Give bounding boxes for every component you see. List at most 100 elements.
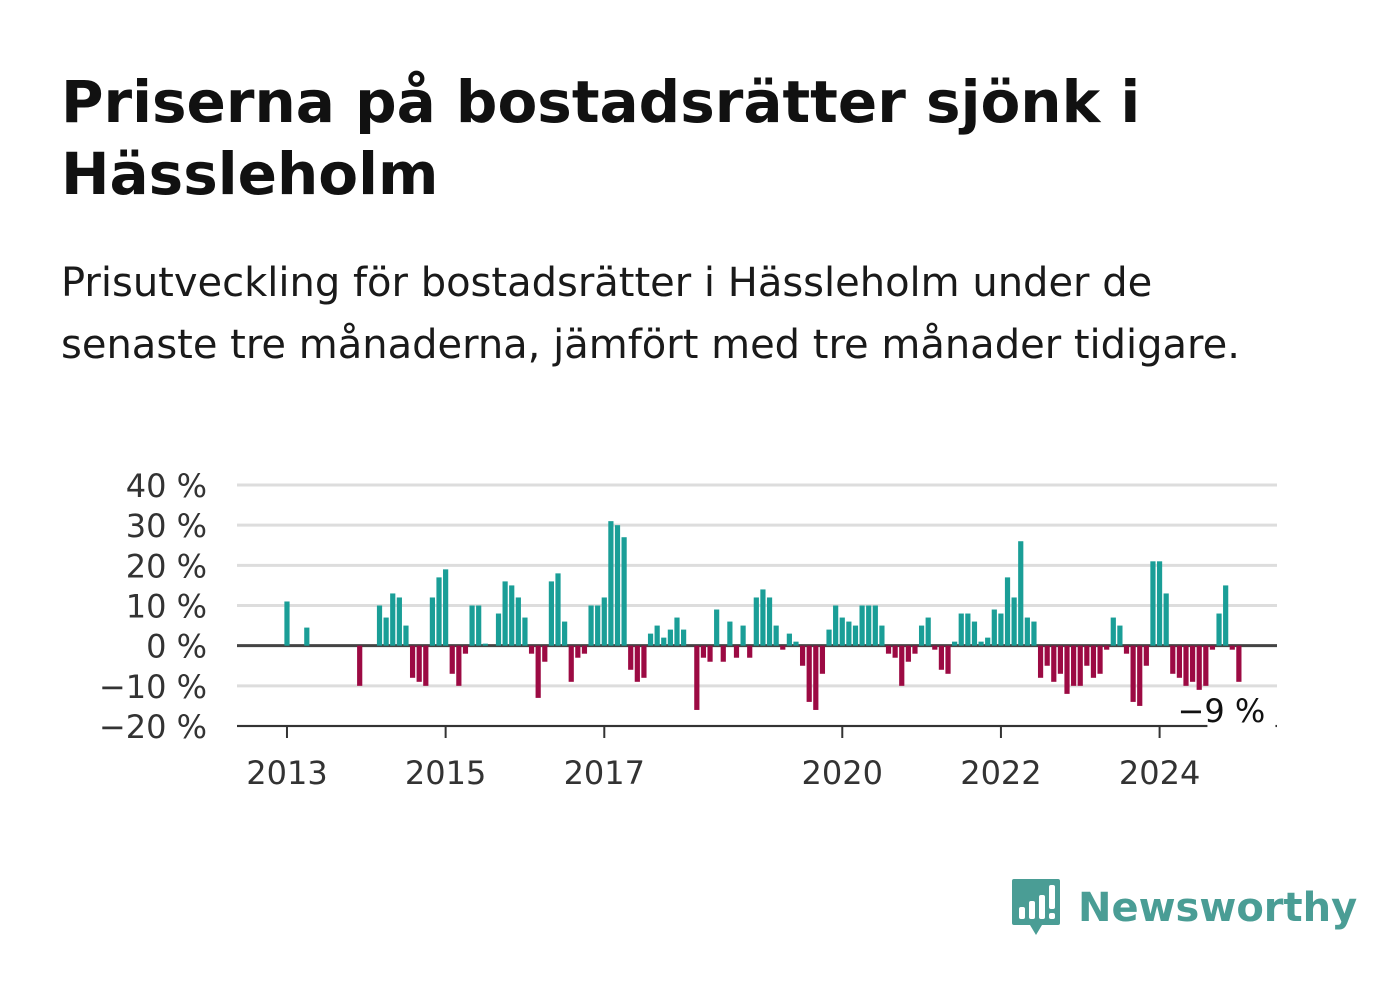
y-axis-ticks: 40 %30 %20 %10 %0 %−10 %−20 % bbox=[99, 467, 207, 746]
bar bbox=[429, 597, 436, 646]
bar bbox=[1004, 577, 1011, 646]
bar bbox=[1018, 541, 1024, 646]
bar bbox=[839, 617, 845, 646]
bar bbox=[555, 573, 561, 646]
bar bbox=[747, 645, 753, 658]
bar bbox=[1170, 645, 1176, 674]
bar bbox=[509, 585, 515, 646]
bar bbox=[443, 569, 449, 646]
bar bbox=[548, 581, 554, 646]
bar-chart: 40 %30 %20 %10 %0 %−10 %−20 % 2013 2015 20… bbox=[99, 467, 1277, 792]
bar bbox=[952, 641, 958, 646]
bar bbox=[528, 645, 535, 654]
bar bbox=[958, 613, 964, 646]
bar bbox=[833, 605, 839, 646]
bar bbox=[852, 625, 859, 646]
bar bbox=[780, 645, 786, 650]
bar bbox=[601, 597, 607, 646]
x-tick-label: 2022 bbox=[960, 754, 1041, 792]
bar bbox=[872, 605, 878, 646]
bar bbox=[357, 645, 363, 686]
x-axis: 2013 2015 2017 2020 2022 2024 bbox=[237, 725, 1277, 792]
bar bbox=[469, 605, 475, 646]
bar bbox=[409, 645, 416, 678]
bar bbox=[1057, 645, 1063, 674]
bar bbox=[634, 645, 640, 682]
bar bbox=[628, 645, 634, 670]
bar bbox=[436, 577, 442, 646]
bar bbox=[1110, 617, 1116, 646]
bar bbox=[793, 641, 799, 646]
newsworthy-logo-icon bbox=[1012, 879, 1060, 935]
bar bbox=[1229, 645, 1235, 650]
bar bbox=[423, 645, 429, 686]
bar bbox=[985, 637, 991, 646]
bar bbox=[1203, 645, 1209, 686]
bar bbox=[912, 645, 918, 654]
bar bbox=[846, 621, 852, 646]
bar bbox=[885, 645, 892, 654]
x-tick-label: 2024 bbox=[1119, 754, 1200, 792]
bar bbox=[568, 645, 574, 682]
bar bbox=[1071, 645, 1077, 686]
bar bbox=[1150, 561, 1156, 646]
bar bbox=[1090, 645, 1097, 678]
bar bbox=[1216, 613, 1222, 646]
bars bbox=[284, 521, 1242, 710]
chart-title: Priserna på bostadsrätter sjönk i Hässle… bbox=[61, 68, 1141, 208]
bar bbox=[753, 597, 759, 646]
bar bbox=[595, 605, 601, 646]
bar bbox=[733, 645, 740, 658]
bar bbox=[773, 625, 779, 646]
bar bbox=[1097, 645, 1103, 674]
bar bbox=[383, 617, 389, 646]
bar bbox=[694, 645, 700, 710]
chart-subtitle: Prisutveckling för bostadsrätter i Hässl… bbox=[61, 260, 1240, 368]
bar bbox=[575, 645, 581, 658]
bar bbox=[1196, 645, 1202, 690]
bar bbox=[1024, 617, 1030, 646]
bar bbox=[1223, 585, 1229, 646]
bar bbox=[654, 625, 660, 646]
bar bbox=[932, 645, 938, 650]
bar bbox=[667, 629, 673, 646]
bar bbox=[462, 645, 469, 654]
bar bbox=[806, 645, 812, 702]
bar bbox=[786, 633, 792, 646]
bar bbox=[588, 605, 594, 646]
bar bbox=[1104, 645, 1110, 650]
bar bbox=[449, 645, 455, 674]
bar bbox=[621, 537, 627, 646]
bar bbox=[899, 645, 905, 686]
bar bbox=[766, 597, 773, 646]
bar bbox=[799, 645, 806, 666]
bar bbox=[284, 601, 290, 646]
bar bbox=[1209, 645, 1216, 650]
bar bbox=[304, 627, 310, 646]
bar bbox=[714, 609, 720, 646]
bar bbox=[456, 645, 462, 686]
bar bbox=[727, 621, 733, 646]
bar bbox=[535, 645, 541, 698]
bar bbox=[998, 613, 1004, 646]
bar bbox=[1044, 645, 1050, 666]
annotation: −9 % bbox=[1175, 689, 1276, 733]
bar bbox=[740, 625, 746, 646]
bar bbox=[495, 613, 502, 646]
bar bbox=[1064, 645, 1070, 694]
y-tick-label: 0 % bbox=[146, 628, 207, 666]
bar bbox=[661, 637, 667, 646]
bar bbox=[1183, 645, 1189, 686]
bar bbox=[1163, 593, 1169, 646]
y-tick-label: 40 % bbox=[126, 467, 207, 505]
latest-value-label: −9 % bbox=[1178, 692, 1266, 730]
bar bbox=[905, 645, 911, 662]
y-tick-label: 20 % bbox=[126, 547, 207, 585]
bar bbox=[1123, 645, 1130, 654]
bar bbox=[376, 605, 383, 646]
bar bbox=[991, 609, 997, 646]
bar bbox=[1084, 645, 1090, 666]
bar bbox=[403, 625, 409, 646]
brand-logo[interactable]: Newsworthy bbox=[1010, 876, 1357, 940]
x-tick-label: 2015 bbox=[405, 754, 486, 792]
